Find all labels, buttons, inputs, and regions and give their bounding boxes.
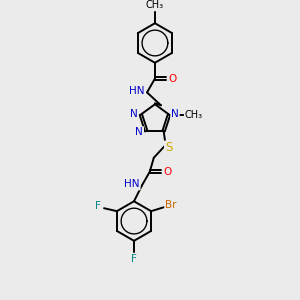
Text: N: N — [130, 109, 138, 118]
Text: N: N — [171, 109, 179, 118]
Text: O: O — [164, 167, 172, 177]
Text: CH₃: CH₃ — [185, 110, 203, 119]
Text: F: F — [95, 201, 101, 211]
Text: S: S — [165, 141, 172, 154]
Text: CH₃: CH₃ — [146, 0, 164, 11]
Text: F: F — [131, 254, 137, 264]
Text: HN: HN — [129, 86, 145, 96]
Text: Br: Br — [165, 200, 177, 210]
Text: O: O — [169, 74, 177, 84]
Text: HN: HN — [124, 179, 140, 190]
Text: N: N — [135, 127, 143, 137]
